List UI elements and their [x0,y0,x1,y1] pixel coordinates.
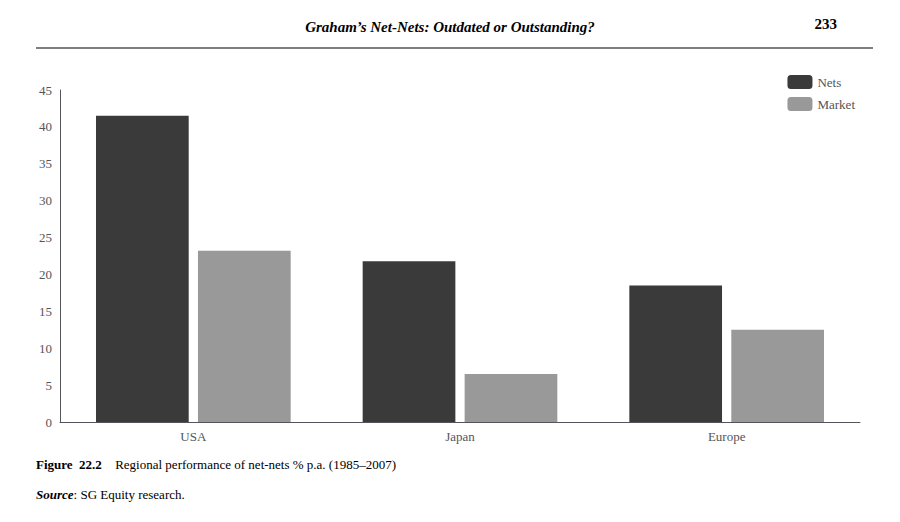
svg-text:25: 25 [39,230,52,245]
svg-text:Regional performance of net-ne: Regional performance of net-nets % p.a. … [115,457,396,472]
svg-text:10: 10 [39,341,52,356]
svg-text:Nets: Nets [817,75,841,90]
svg-text:Japan: Japan [445,429,475,444]
svg-text:Graham’s Net-Nets: Outdated or: Graham’s Net-Nets: Outdated or Outstandi… [305,19,595,35]
svg-text:Market: Market [817,97,855,112]
svg-text:15: 15 [39,304,52,319]
svg-text:: SG Equity research.: : SG Equity research. [74,487,185,502]
svg-text:Europe: Europe [708,429,746,444]
svg-text:30: 30 [39,193,52,208]
svg-text:5: 5 [46,378,53,393]
svg-text:Source: Source [36,487,74,502]
svg-text:45: 45 [39,83,52,98]
svg-text:Figure 22.2: Figure 22.2 [36,457,102,472]
svg-text:35: 35 [39,156,52,171]
svg-text:233: 233 [815,16,838,32]
svg-text:0: 0 [46,415,53,430]
svg-text:40: 40 [39,119,52,134]
svg-text:20: 20 [39,267,52,282]
svg-text:USA: USA [180,429,207,444]
